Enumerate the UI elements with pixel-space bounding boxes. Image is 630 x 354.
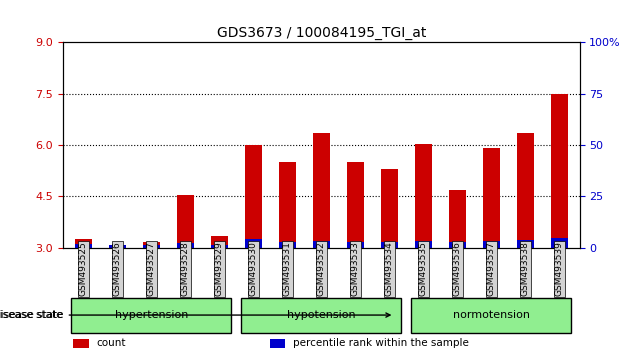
Bar <box>245 145 262 248</box>
Bar <box>415 241 432 248</box>
Text: count: count <box>96 338 126 348</box>
FancyBboxPatch shape <box>241 297 401 333</box>
Text: GSM493531: GSM493531 <box>283 241 292 297</box>
Bar <box>551 238 568 248</box>
Text: GSM493526: GSM493526 <box>113 242 122 296</box>
Bar <box>517 133 534 248</box>
Bar <box>449 190 466 248</box>
Bar <box>143 245 160 248</box>
Bar <box>517 240 534 248</box>
Text: hypotension: hypotension <box>287 310 355 320</box>
Bar <box>245 239 262 248</box>
FancyBboxPatch shape <box>71 297 231 333</box>
Text: GSM493536: GSM493536 <box>453 241 462 297</box>
Bar <box>270 339 285 348</box>
Text: GSM493525: GSM493525 <box>79 242 88 296</box>
Bar <box>109 245 126 248</box>
Bar <box>483 148 500 248</box>
Text: GSM493539: GSM493539 <box>554 241 564 297</box>
Bar <box>415 144 432 248</box>
Bar <box>449 242 466 248</box>
Text: GSM493528: GSM493528 <box>181 242 190 296</box>
Text: GSM493533: GSM493533 <box>351 241 360 297</box>
Bar <box>346 161 364 248</box>
Bar <box>346 242 364 248</box>
Bar <box>483 241 500 248</box>
FancyBboxPatch shape <box>411 297 571 333</box>
Text: GSM493530: GSM493530 <box>249 241 258 297</box>
Text: GSM493534: GSM493534 <box>385 242 394 296</box>
Bar <box>279 242 296 248</box>
Bar <box>313 241 329 248</box>
Text: disease state: disease state <box>0 310 62 320</box>
Text: hypertension: hypertension <box>115 310 188 320</box>
Title: GDS3673 / 100084195_TGI_at: GDS3673 / 100084195_TGI_at <box>217 26 426 40</box>
Text: disease state: disease state <box>0 310 390 320</box>
Text: GSM493537: GSM493537 <box>487 241 496 297</box>
Text: GSM493538: GSM493538 <box>521 241 530 297</box>
Bar <box>313 133 329 248</box>
Bar <box>381 169 398 248</box>
Bar <box>279 161 296 248</box>
Bar <box>211 236 228 248</box>
Bar <box>73 339 89 348</box>
Bar <box>177 243 194 248</box>
Bar <box>177 195 194 248</box>
Bar <box>381 242 398 248</box>
Bar <box>109 245 126 248</box>
Bar <box>211 245 228 248</box>
Bar <box>143 242 160 248</box>
Text: normotension: normotension <box>453 310 530 320</box>
Bar <box>551 95 568 248</box>
Text: GSM493532: GSM493532 <box>317 242 326 296</box>
Text: GSM493535: GSM493535 <box>419 241 428 297</box>
Text: GSM493529: GSM493529 <box>215 242 224 296</box>
Bar <box>75 244 92 248</box>
Text: GSM493527: GSM493527 <box>147 242 156 296</box>
Text: percentile rank within the sample: percentile rank within the sample <box>293 338 469 348</box>
Bar <box>75 239 92 248</box>
